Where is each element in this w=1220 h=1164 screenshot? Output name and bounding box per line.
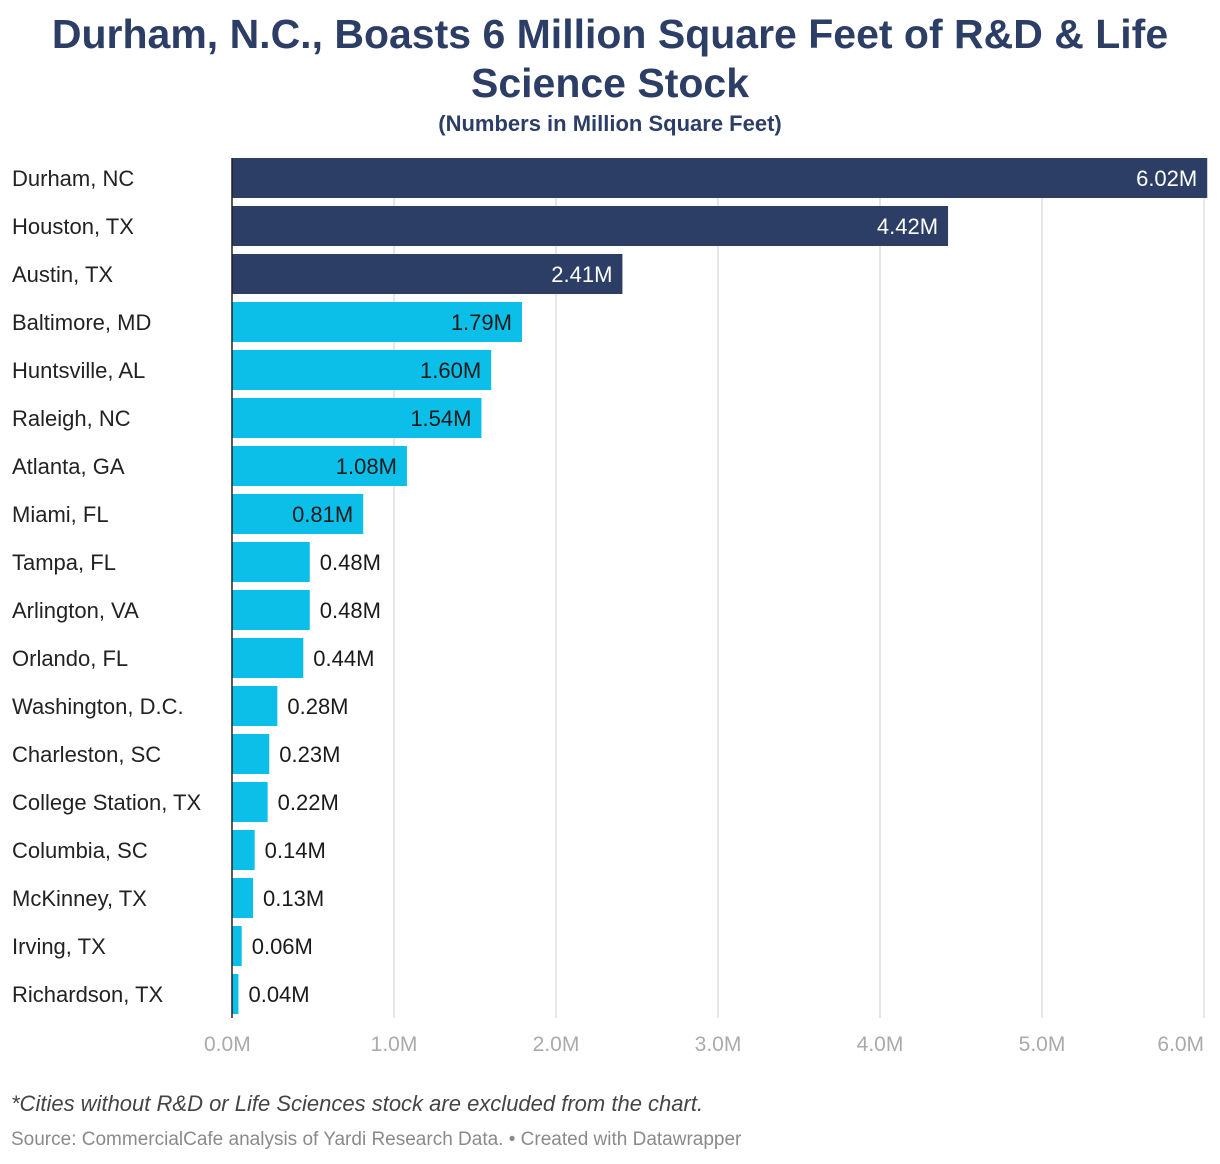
chart-title-line-1: Durham, N.C., Boasts 6 Million Square Fe… bbox=[51, 11, 1169, 57]
bar bbox=[232, 206, 949, 246]
bar bbox=[232, 974, 239, 1014]
value-label: 0.04M bbox=[248, 982, 309, 1007]
value-label: 2.41M bbox=[551, 262, 612, 287]
x-tick-label: 0.0M bbox=[204, 1033, 251, 1056]
value-label: 0.44M bbox=[313, 646, 374, 671]
value-label: 0.23M bbox=[279, 742, 340, 767]
value-label: 0.14M bbox=[265, 838, 326, 863]
bar bbox=[232, 350, 492, 390]
category-label: Huntsville, AL bbox=[12, 358, 145, 383]
bar bbox=[232, 830, 255, 870]
category-label: Raleigh, NC bbox=[12, 406, 131, 431]
value-label: 0.48M bbox=[320, 598, 381, 623]
value-label: 0.48M bbox=[320, 550, 381, 575]
bar bbox=[232, 782, 268, 822]
bar bbox=[232, 926, 242, 966]
category-label: Atlanta, GA bbox=[12, 454, 125, 479]
value-label: 0.28M bbox=[287, 694, 348, 719]
source-credit: Source: CommercialCafe analysis of Yardi… bbox=[11, 1129, 742, 1150]
category-label: Richardson, TX bbox=[12, 982, 164, 1007]
bar bbox=[232, 878, 254, 918]
bar bbox=[232, 398, 482, 438]
bar bbox=[232, 158, 1208, 198]
value-label: 1.60M bbox=[420, 358, 481, 383]
category-labels: Durham, NC Houston, TX Austin, TX Baltimore… bbox=[12, 166, 201, 1007]
x-tick-label: 2.0M bbox=[533, 1033, 580, 1056]
bar bbox=[232, 638, 304, 678]
x-axis-ticks: 0.0M 1.0M 2.0M 3.0M 4.0M 5.0M 6.0M bbox=[204, 1033, 1204, 1056]
value-label: 1.54M bbox=[410, 406, 471, 431]
category-label: Arlington, VA bbox=[12, 598, 139, 623]
category-label: Columbia, SC bbox=[12, 838, 148, 863]
value-label: 1.08M bbox=[336, 454, 397, 479]
bar bbox=[232, 494, 364, 534]
chart-title-line-2: Science Stock bbox=[470, 60, 750, 106]
category-label: Charleston, SC bbox=[12, 742, 161, 767]
category-label: College Station, TX bbox=[12, 790, 201, 815]
bar-chart: Durham, NC Houston, TX Austin, TX Baltimore… bbox=[12, 158, 1208, 1056]
x-tick-label: 4.0M bbox=[857, 1033, 904, 1056]
category-label: Austin, TX bbox=[12, 262, 113, 287]
category-label: Baltimore, MD bbox=[12, 310, 151, 335]
value-label: 6.02M bbox=[1136, 166, 1197, 191]
bars bbox=[232, 158, 1208, 1014]
category-label: Houston, TX bbox=[12, 214, 134, 239]
bar bbox=[232, 446, 407, 486]
category-label: Orlando, FL bbox=[12, 646, 128, 671]
x-tick-label: 6.0M bbox=[1157, 1033, 1204, 1056]
grid-lines bbox=[393, 158, 1205, 1018]
value-label: 1.79M bbox=[451, 310, 512, 335]
chart-subtitle: (Numbers in Million Square Feet) bbox=[438, 111, 782, 136]
value-label: 0.81M bbox=[292, 502, 353, 527]
x-tick-label: 3.0M bbox=[695, 1033, 742, 1056]
category-label: Miami, FL bbox=[12, 502, 109, 527]
bar bbox=[232, 254, 623, 294]
category-label: Durham, NC bbox=[12, 166, 134, 191]
category-label: Irving, TX bbox=[12, 934, 106, 959]
category-label: Tampa, FL bbox=[12, 550, 116, 575]
value-label: 4.42M bbox=[877, 214, 938, 239]
category-label: Washington, D.C. bbox=[12, 694, 184, 719]
x-tick-label: 5.0M bbox=[1019, 1033, 1066, 1056]
bar bbox=[232, 686, 278, 726]
category-label: McKinney, TX bbox=[12, 886, 147, 911]
value-labels: 6.02M 4.42M 2.41M 1.79M 1.60M 1.54M 1.08M 0.81M… bbox=[248, 166, 1197, 1007]
x-tick-label: 1.0M bbox=[371, 1033, 418, 1056]
bar bbox=[232, 302, 522, 342]
footnote: *Cities without R&D or Life Sciences sto… bbox=[11, 1091, 704, 1116]
chart-title: Durham, N.C., Boasts 6 Million Square Fe… bbox=[0, 10, 1220, 108]
value-label: 0.13M bbox=[263, 886, 324, 911]
value-label: 0.22M bbox=[278, 790, 339, 815]
bar bbox=[232, 590, 310, 630]
value-label: 0.06M bbox=[252, 934, 313, 959]
bar bbox=[232, 542, 310, 582]
bar bbox=[232, 734, 270, 774]
